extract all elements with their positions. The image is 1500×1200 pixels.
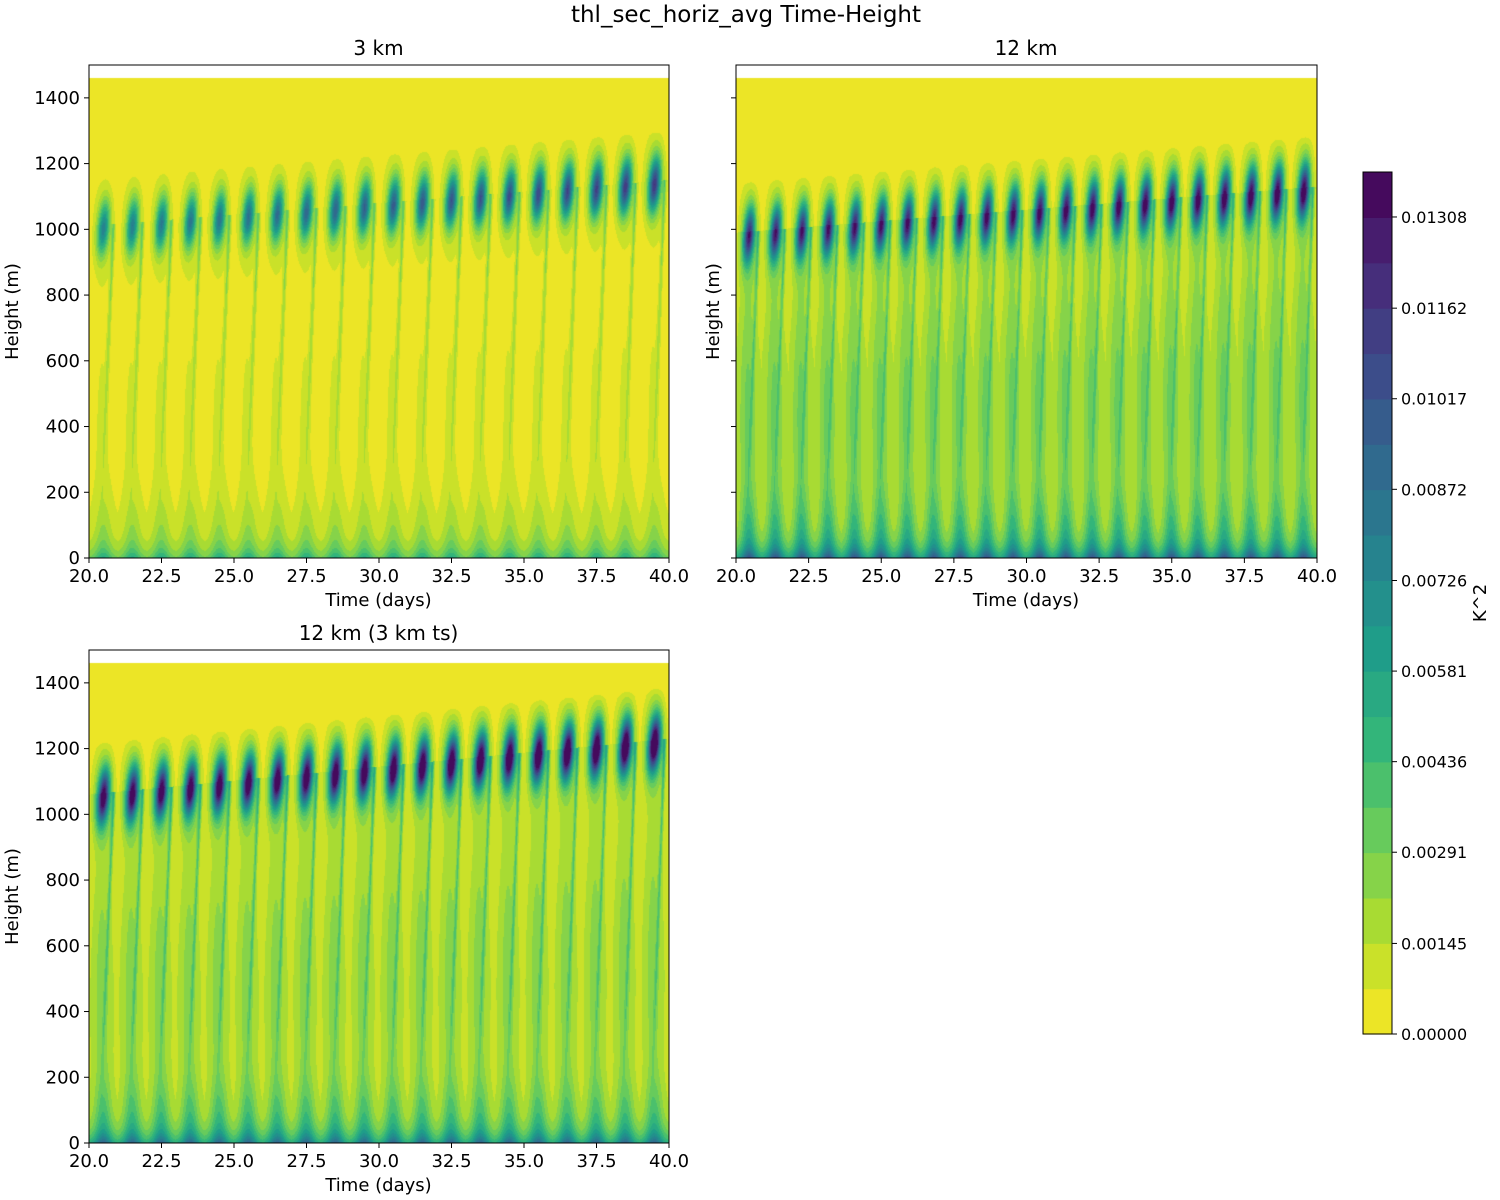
x-tick-label: 40.0 — [649, 1151, 689, 1172]
colorbar-tick-label: 0.00436 — [1401, 753, 1467, 772]
y-axis-label-12km: Height (m) — [703, 263, 724, 360]
colorbar-level — [1363, 761, 1392, 808]
panel-title-12km-3kmts: 12 km (3 km ts) — [299, 621, 459, 645]
colorbar-level — [1363, 398, 1392, 445]
y-tick-label: 1400 — [34, 673, 80, 694]
y-tick-label: 800 — [46, 870, 80, 891]
y-tick-label: 1000 — [34, 804, 80, 825]
colorbar-level — [1363, 671, 1392, 718]
colorbar-ticks: 0.00000 0.00145 0.00291 0.00436 0.00581 0.007… — [1392, 208, 1467, 1044]
y-tick-label: 1200 — [34, 739, 80, 760]
colorbar-tick-label: 0.00291 — [1401, 843, 1467, 862]
panel-12km-3kmts: 12 km (3 km ts) 20.0 22.5 25.0 27.5 30.0 32.5… — [2, 621, 689, 1196]
x-tick-label: 20.0 — [716, 566, 756, 587]
y-tick-label: 600 — [46, 936, 80, 957]
colorbar-tick-label: 0.01162 — [1401, 299, 1467, 318]
colorbar-level — [1363, 897, 1392, 944]
x-tick-label: 32.5 — [431, 1151, 471, 1172]
panel-title-12km: 12 km — [995, 36, 1058, 60]
x-tick-label: 30.0 — [1006, 566, 1046, 587]
panel-title-3km: 3 km — [353, 36, 403, 60]
x-tick-label: 35.0 — [504, 1151, 544, 1172]
x-tick-label: 25.0 — [214, 1151, 254, 1172]
y-tick-label: 600 — [46, 351, 80, 372]
colorbar-tick-label: 0.00581 — [1401, 662, 1467, 681]
ticks-12km: 20.0 22.5 25.0 27.5 30.0 32.5 35.0 37.5 40.0 — [716, 97, 1337, 587]
x-tick-label: 40.0 — [649, 566, 689, 587]
x-tick-label: 32.5 — [431, 566, 471, 587]
colorbar-level — [1363, 489, 1392, 536]
panel-12km: 12 km 20.0 22.5 25.0 27.5 30.0 32.5 35.0 37.5 40… — [703, 36, 1337, 611]
colorbar-level — [1363, 534, 1392, 581]
y-tick-label: 200 — [46, 482, 80, 503]
y-tick-label: 200 — [46, 1067, 80, 1088]
x-tick-label: 35.0 — [1152, 566, 1192, 587]
colorbar-level — [1363, 172, 1392, 218]
heatmap-12km — [736, 65, 1317, 558]
ticks-3km: 20.0 22.5 25.0 27.5 30.0 32.5 35.0 37.5 40.0 0 200… — [34, 88, 689, 587]
colorbar-level — [1363, 308, 1392, 355]
colorbar-level — [1363, 716, 1392, 763]
colorbar-levels — [1363, 172, 1392, 1035]
x-tick-label: 27.5 — [286, 1151, 326, 1172]
y-tick-label: 0 — [69, 1133, 80, 1154]
figure-title: thl_sec_horiz_avg Time-Height — [571, 2, 921, 28]
colorbar-level — [1363, 580, 1392, 627]
x-tick-label: 25.0 — [214, 566, 254, 587]
y-tick-label: 400 — [46, 1002, 80, 1023]
y-axis-label-12km-3kmts: Height (m) — [2, 848, 23, 945]
colorbar-tick-label: 0.00000 — [1401, 1025, 1467, 1044]
x-tick-label: 37.5 — [576, 566, 616, 587]
y-tick-label: 1200 — [34, 154, 80, 175]
colorbar-tick-label: 0.00872 — [1401, 480, 1467, 499]
x-axis-label-12km-3kmts: Time (days) — [324, 1175, 431, 1196]
x-axis-label-3km: Time (days) — [324, 590, 431, 611]
y-axis-label-3km: Height (m) — [2, 263, 23, 360]
heatmap-3km — [89, 65, 669, 558]
x-tick-label: 35.0 — [504, 566, 544, 587]
colorbar-frame — [1362, 171, 1393, 1035]
colorbar-level — [1363, 262, 1392, 309]
x-tick-label: 30.0 — [359, 1151, 399, 1172]
x-tick-label: 22.5 — [141, 566, 181, 587]
x-axis-label-12km: Time (days) — [972, 590, 1079, 611]
x-tick-label: 32.5 — [1079, 566, 1119, 587]
colorbar-tick-label: 0.00726 — [1401, 572, 1467, 591]
colorbar-level — [1363, 353, 1392, 400]
colorbar-level — [1363, 943, 1392, 990]
x-tick-label: 27.5 — [286, 566, 326, 587]
ticks-12km-3kmts: 20.0 22.5 25.0 27.5 30.0 32.5 35.0 37.5 40.0 0 200… — [34, 673, 689, 1172]
x-tick-label: 25.0 — [861, 566, 901, 587]
x-tick-label: 30.0 — [359, 566, 399, 587]
colorbar-level — [1363, 807, 1392, 854]
x-tick-label: 37.5 — [1224, 566, 1264, 587]
y-tick-label: 400 — [46, 417, 80, 438]
panel-3km: 3 km 20.0 22.5 25.0 27.5 30.0 32.5 35.0 37.5 40.… — [2, 36, 689, 611]
colorbar-level — [1363, 444, 1392, 491]
colorbar-level — [1363, 988, 1392, 1035]
colorbar-level — [1363, 852, 1392, 899]
x-tick-label: 20.0 — [69, 566, 109, 587]
y-tick-label: 1400 — [34, 88, 80, 109]
x-tick-label: 40.0 — [1297, 566, 1337, 587]
colorbar-level — [1363, 217, 1392, 264]
colorbar-label: K^2 — [1470, 584, 1491, 622]
x-tick-label: 22.5 — [789, 566, 829, 587]
x-tick-label: 27.5 — [934, 566, 974, 587]
colorbar-tick-label: 0.01017 — [1401, 390, 1467, 409]
x-tick-label: 22.5 — [141, 1151, 181, 1172]
heatmap-12km-3kmts — [89, 650, 669, 1143]
y-tick-label: 800 — [46, 285, 80, 306]
y-tick-label: 0 — [69, 548, 80, 569]
y-tick-label: 1000 — [34, 219, 80, 240]
colorbar-tick-label: 0.01308 — [1401, 208, 1467, 227]
x-tick-label: 20.0 — [69, 1151, 109, 1172]
x-tick-label: 37.5 — [576, 1151, 616, 1172]
colorbar: 0.00000 0.00145 0.00291 0.00436 0.00581 0.007… — [1362, 171, 1491, 1044]
colorbar-level — [1363, 625, 1392, 672]
colorbar-tick-label: 0.00145 — [1401, 934, 1467, 953]
